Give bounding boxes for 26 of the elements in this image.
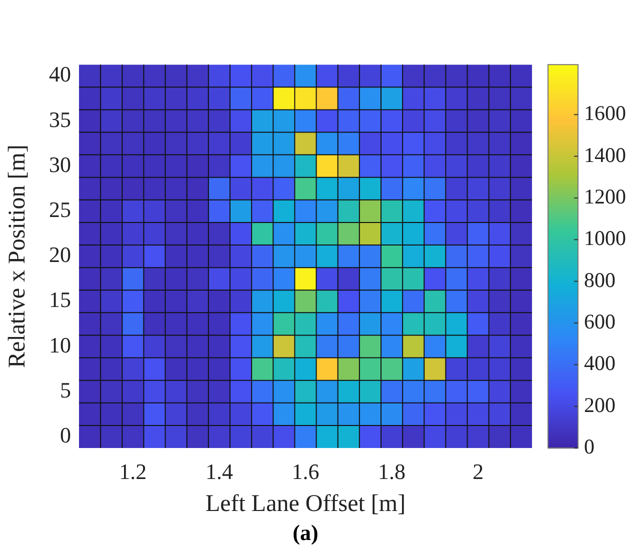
y-axis-title: Relative x Position [m] xyxy=(4,144,31,368)
color-bar-label: 1200 xyxy=(584,184,626,208)
color-bar-label: 1000 xyxy=(584,226,626,250)
y-tick-label: 10 xyxy=(49,332,71,358)
y-tick-label: 5 xyxy=(60,377,71,402)
y-tick-label: 35 xyxy=(49,106,71,132)
color-bar-label: 400 xyxy=(584,351,616,376)
y-tick-label: 40 xyxy=(49,62,71,87)
color-bar-label: 1400 xyxy=(584,142,626,167)
y-tick-label: 30 xyxy=(49,152,71,177)
x-axis-title: Left Lane Offset [m] xyxy=(205,490,406,517)
color-bar-label: 600 xyxy=(584,309,616,334)
y-tick-label: 20 xyxy=(49,242,71,268)
color-bar-label: 1600 xyxy=(584,101,626,126)
color-bar-label: 0 xyxy=(584,434,594,459)
x-tick-label: 2 xyxy=(472,458,484,484)
x-tick-label: 1.2 xyxy=(119,458,147,484)
x-tick-label: 1.4 xyxy=(205,458,233,484)
y-tick-label: 0 xyxy=(60,422,71,448)
color-bar-label: 200 xyxy=(584,392,616,417)
text: (a) xyxy=(292,520,318,545)
color-bar-label: 800 xyxy=(584,268,616,292)
y-tick-label: 15 xyxy=(49,287,71,312)
y-tick-label: 25 xyxy=(49,196,71,222)
x-tick-label: 1.8 xyxy=(378,458,406,484)
x-tick-label: 1.6 xyxy=(292,458,320,484)
